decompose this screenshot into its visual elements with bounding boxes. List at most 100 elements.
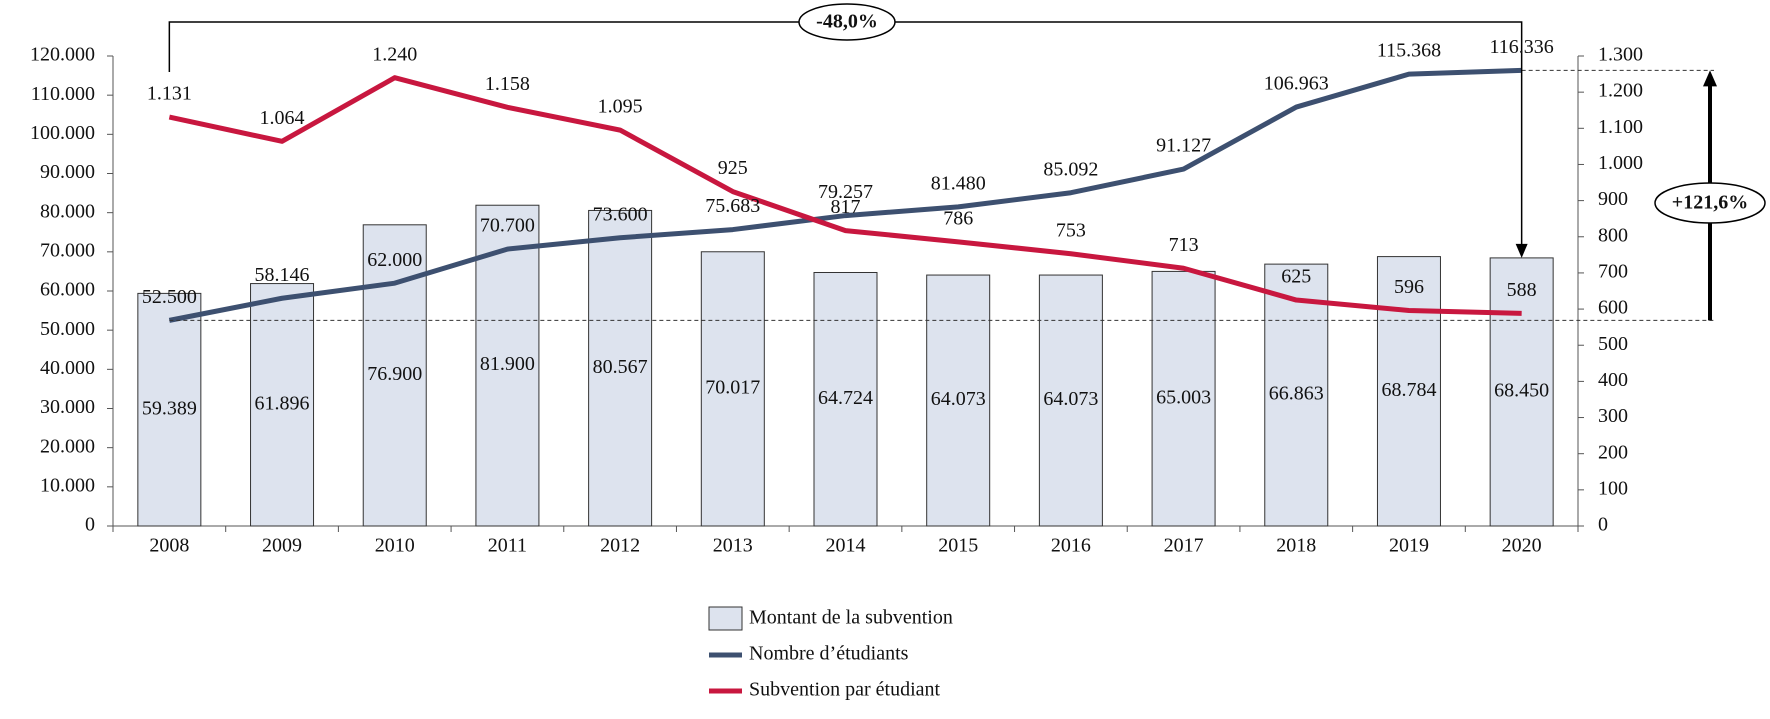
x-tick-label: 2020: [1502, 535, 1542, 557]
y-tick-label: 70.000: [40, 239, 95, 261]
y-tick-label: 10.000: [40, 474, 95, 496]
data-label: 70.017: [705, 376, 760, 398]
y2-tick-label: 1.000: [1598, 152, 1643, 174]
data-label: 1.131: [147, 83, 192, 105]
data-label: 817: [831, 196, 861, 218]
data-label: 596: [1394, 276, 1424, 298]
x-tick-label: 2016: [1051, 535, 1091, 557]
y-tick-label: 90.000: [40, 161, 95, 183]
data-label: 62.000: [367, 249, 422, 271]
y-tick-label: 50.000: [40, 318, 95, 340]
y2-tick-label: 400: [1598, 369, 1628, 391]
y2-tick-label: 600: [1598, 297, 1628, 319]
data-label: 625: [1281, 266, 1311, 288]
data-label: 753: [1056, 219, 1086, 241]
x-tick-label: 2018: [1276, 535, 1316, 557]
x-tick-label: 2015: [938, 535, 978, 557]
y2-tick-label: 300: [1598, 405, 1628, 427]
y2-tick-label: 900: [1598, 188, 1628, 210]
data-label: 1.095: [598, 96, 643, 118]
data-label: 116.336: [1490, 36, 1554, 58]
y2-tick-label: 1.100: [1598, 116, 1643, 138]
y2-tick-label: 100: [1598, 477, 1628, 499]
arrow-head: [1703, 70, 1717, 87]
data-label: 713: [1169, 234, 1199, 256]
data-label: 59.389: [142, 397, 197, 419]
line: [168, 75, 1522, 316]
y2-tick-label: 1.200: [1598, 80, 1643, 102]
x-tick-label: 2017: [1164, 535, 1204, 557]
x-tick-label: 2010: [375, 535, 415, 557]
data-label-bg: [1266, 382, 1326, 405]
data-label: 786: [943, 207, 973, 229]
data-label: 66.863: [1269, 383, 1324, 405]
data-label: 81.900: [480, 353, 535, 375]
y2-tick-label: 700: [1598, 261, 1628, 283]
data-label-bg: [252, 392, 312, 415]
data-label-bg: [703, 376, 763, 399]
data-label: 61.896: [255, 392, 310, 414]
data-label-bg: [1492, 379, 1552, 402]
data-label-bg: [1041, 388, 1101, 411]
data-label-bg: [365, 362, 425, 385]
data-label: 1.240: [372, 43, 417, 65]
y-tick-label: 30.000: [40, 396, 95, 418]
legend-label: Subvention par étudiant: [749, 679, 941, 701]
x-tick-label: 2013: [713, 535, 753, 557]
y-tick-label: 110.000: [31, 83, 95, 105]
y2-tick-label: 800: [1598, 224, 1628, 246]
data-label-bg: [1154, 386, 1214, 409]
x-tick-label: 2011: [488, 535, 527, 557]
y2-tick-label: 0: [1598, 514, 1608, 536]
data-label: 79.257: [818, 181, 873, 203]
data-label: 115.368: [1377, 40, 1441, 62]
y-tick-label: 100.000: [30, 122, 95, 144]
data-label: 75.683: [705, 195, 760, 217]
data-label: 52.500: [142, 286, 197, 308]
annotation-box: [1654, 182, 1766, 224]
data-label: 58.146: [255, 264, 310, 286]
data-label: 76.900: [367, 363, 422, 385]
data-label-bg: [477, 353, 537, 376]
x-tick-label: 2008: [149, 535, 189, 557]
data-label: 64.724: [818, 387, 873, 409]
y-tick-label: 80.000: [40, 200, 95, 222]
data-label-bg: [139, 397, 199, 420]
legend-label: Montant de la subvention: [749, 607, 953, 629]
y-tick-label: 20.000: [40, 435, 95, 457]
data-label-bg: [590, 355, 650, 378]
data-label: 925: [718, 157, 748, 179]
arrow-head: [1515, 243, 1528, 258]
data-label-bg: [816, 386, 875, 409]
data-label: 1.064: [260, 107, 305, 129]
data-label: 73.600: [593, 203, 648, 225]
annotation: +121,6%: [1672, 192, 1748, 214]
y2-tick-label: 200: [1598, 441, 1628, 463]
y-tick-label: 0: [85, 514, 95, 536]
data-label: 80.567: [593, 356, 648, 378]
data-label-bg: [1379, 378, 1439, 401]
data-label: 1.158: [485, 73, 530, 95]
data-label: 68.784: [1381, 379, 1436, 401]
data-label: 70.700: [480, 215, 535, 237]
y-tick-label: 120.000: [30, 44, 95, 66]
annotation: -48,0%: [816, 11, 878, 33]
line: [168, 67, 1522, 323]
data-label: 91.127: [1156, 135, 1211, 157]
data-label: 106.963: [1264, 73, 1329, 95]
annotation-box: [798, 3, 896, 41]
x-tick-label: 2014: [826, 535, 866, 557]
y-tick-label: 40.000: [40, 357, 95, 379]
y-tick-label: 60.000: [40, 279, 95, 301]
data-label: 64.073: [1043, 388, 1098, 410]
legend-marker: [708, 606, 743, 631]
data-label: 85.092: [1043, 158, 1098, 180]
data-label: 68.450: [1494, 380, 1549, 402]
x-tick-label: 2009: [262, 535, 302, 557]
y2-tick-label: 500: [1598, 333, 1628, 355]
data-label-bg: [928, 388, 988, 411]
y2-tick-label: 1.300: [1598, 44, 1643, 66]
legend-label: Nombre d’étudiants: [749, 643, 909, 665]
